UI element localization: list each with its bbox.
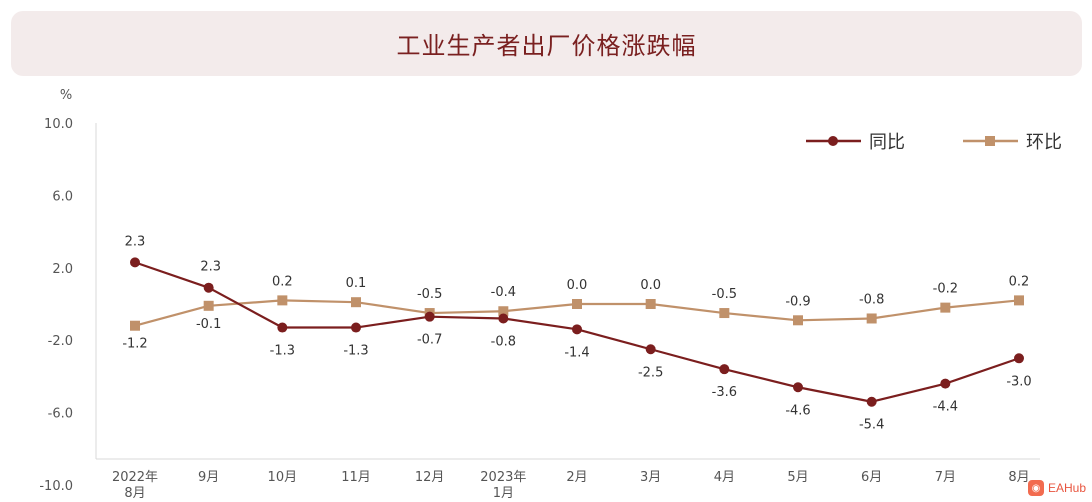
x-tick-label: 8月 — [1008, 470, 1029, 485]
x-tick-label: 12月 — [415, 470, 445, 485]
data-point-yoy — [498, 313, 509, 324]
chart-title-bar: 工业生产者出厂价格涨跌幅 — [11, 11, 1082, 76]
y-tick-label: 6.0 — [52, 189, 73, 204]
x-tick-label-line: 12月 — [415, 470, 445, 485]
x-tick-label: 2022年 8月 — [112, 470, 158, 501]
data-point-mom — [645, 299, 656, 309]
x-tick-label-line: 8月 — [1008, 470, 1029, 485]
data-label-yoy: -4.6 — [785, 403, 810, 418]
data-label-mom: -0.8 — [859, 292, 884, 307]
data-point-yoy — [424, 311, 435, 322]
y-tick-label: 2.0 — [52, 262, 73, 277]
data-point-mom — [498, 306, 509, 317]
x-tick-label-line: 2月 — [566, 470, 587, 485]
watermark-text: EAHub — [1047, 481, 1086, 495]
y-unit-label: % — [60, 88, 72, 103]
x-tick-label: 7月 — [935, 470, 956, 485]
data-point-mom — [572, 299, 582, 309]
data-label-mom: 0.0 — [567, 278, 588, 293]
data-label-mom: -1.2 — [122, 337, 147, 352]
data-label-mom: -0.5 — [712, 287, 737, 302]
y-tick-label: 10.0 — [44, 117, 73, 132]
data-label-yoy: 2.3 — [200, 260, 221, 275]
data-label-mom: 0.2 — [1009, 274, 1030, 289]
data-point-mom — [130, 320, 140, 331]
legend-label-mom: 环比 — [1026, 132, 1062, 153]
watermark: ◉ EAHub — [1027, 480, 1086, 496]
data-point-mom — [203, 300, 214, 311]
data-point-yoy — [277, 322, 288, 333]
x-tick-label-line: 2023年 — [480, 470, 526, 485]
legend-marker-mom — [985, 136, 995, 146]
x-tick-label: 2月 — [566, 470, 587, 485]
data-label-mom: 0.1 — [346, 276, 367, 291]
data-label-mom: -0.9 — [785, 294, 810, 309]
watermark-logo-icon: ◉ — [1027, 480, 1044, 496]
data-point-yoy — [866, 396, 877, 407]
data-point-yoy — [645, 344, 656, 355]
data-label-mom: 0.0 — [640, 278, 661, 293]
x-tick-label: 5月 — [787, 470, 808, 485]
x-tick-label: 6月 — [861, 470, 882, 485]
data-label-yoy: -4.4 — [933, 400, 958, 415]
y-tick-label: -10.0 — [39, 479, 73, 494]
data-point-yoy — [719, 364, 730, 375]
x-tick-label-line: 9月 — [198, 470, 219, 485]
data-point-yoy — [130, 257, 140, 268]
data-label-mom: -0.4 — [491, 285, 516, 300]
data-label-mom: 0.2 — [272, 274, 293, 289]
x-tick-label-line: 4月 — [714, 470, 735, 485]
data-label-mom: -0.2 — [933, 282, 958, 297]
data-label-yoy: -3.6 — [712, 385, 737, 400]
data-point-mom — [940, 302, 951, 313]
x-tick-label: 9月 — [198, 470, 219, 485]
x-tick-label: 3月 — [640, 470, 661, 485]
data-label-mom: -0.5 — [417, 287, 442, 302]
x-tick-label-line: 11月 — [341, 470, 371, 485]
x-tick-label-line: 5月 — [787, 470, 808, 485]
x-tick-label-line: 6月 — [861, 470, 882, 485]
x-tick-label: 4月 — [714, 470, 735, 485]
legend-marker-yoy — [828, 136, 838, 146]
data-label-yoy: -1.4 — [564, 345, 589, 360]
x-tick-label: 11月 — [341, 470, 371, 485]
data-label-yoy: 2.3 — [125, 234, 146, 249]
x-tick-label-line: 10月 — [268, 470, 298, 485]
x-tick-label: 10月 — [268, 470, 298, 485]
x-tick-label-line: 1月 — [493, 486, 514, 501]
legend-label-yoy: 同比 — [869, 132, 905, 153]
data-point-mom — [351, 297, 361, 308]
data-point-yoy — [351, 322, 361, 333]
data-point-mom — [793, 315, 803, 326]
x-tick-label-line: 7月 — [935, 470, 956, 485]
data-point-mom — [719, 308, 730, 319]
data-point-mom — [1014, 295, 1024, 306]
x-tick-label-line: 8月 — [124, 486, 145, 501]
x-tick-label-line: 3月 — [640, 470, 661, 485]
data-point-mom — [277, 295, 288, 306]
data-point-mom — [866, 313, 877, 324]
data-label-mom: -0.1 — [196, 317, 221, 332]
x-tick-label-line: 2022年 — [112, 470, 158, 485]
data-label-yoy: -3.0 — [1006, 374, 1031, 389]
x-tick-label: 2023年 1月 — [480, 470, 526, 501]
y-tick-label: -2.0 — [48, 334, 73, 349]
data-label-yoy: -0.7 — [417, 333, 442, 348]
data-point-yoy — [940, 378, 951, 389]
data-label-yoy: -1.3 — [270, 344, 295, 359]
data-label-yoy: -1.3 — [343, 344, 368, 359]
chart-title: 工业生产者出厂价格涨跌幅 — [396, 32, 697, 60]
data-label-yoy: -2.5 — [638, 365, 663, 380]
data-point-yoy — [572, 324, 582, 335]
data-point-yoy — [1014, 353, 1024, 364]
y-tick-label: -6.0 — [48, 407, 73, 422]
data-point-yoy — [203, 282, 214, 293]
data-label-yoy: -5.4 — [859, 418, 884, 433]
data-label-yoy: -0.8 — [491, 334, 516, 349]
data-point-yoy — [793, 382, 803, 393]
